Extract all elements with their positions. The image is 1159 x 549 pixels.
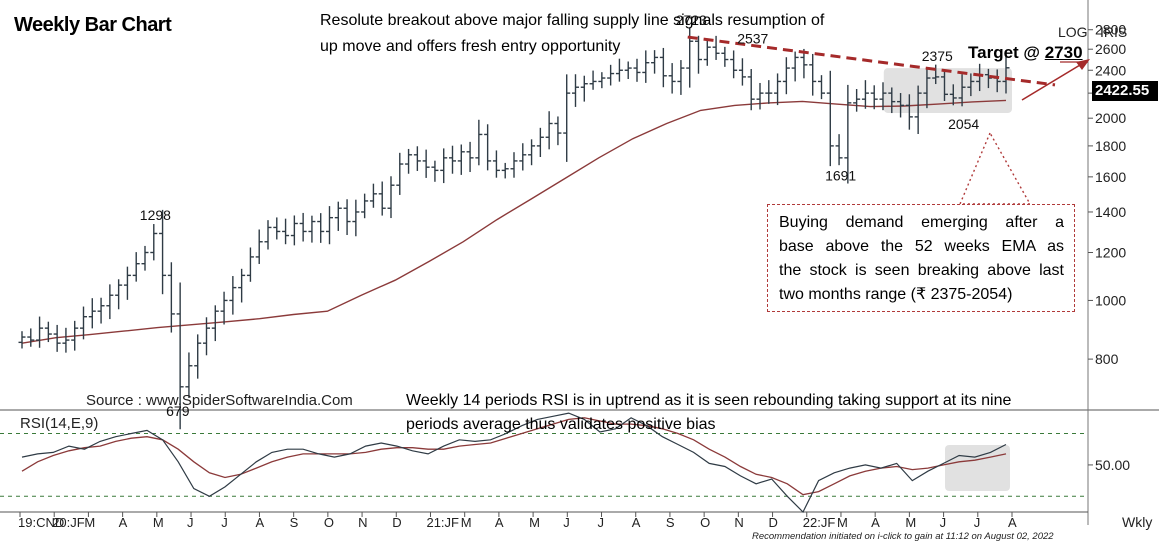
rsi-average-line bbox=[21, 417, 1007, 496]
y-tick-label: 2400 bbox=[1095, 62, 1126, 78]
x-tick-label: A bbox=[1008, 515, 1017, 530]
annotation-line: Buying demand emerging after a bbox=[779, 214, 1064, 231]
x-tick-label: O bbox=[324, 515, 334, 530]
footnote: Recommendation initiated on i-click to g… bbox=[752, 531, 1054, 542]
supply-line bbox=[687, 35, 1056, 87]
price-annotation: 2054 bbox=[948, 116, 979, 132]
target-arrow bbox=[1021, 61, 1086, 101]
x-tick-label: D bbox=[769, 515, 778, 530]
annotation-line: the stock is seen breaking above last bbox=[779, 262, 1064, 279]
y-tick-label: 2800 bbox=[1095, 22, 1126, 38]
y-tick-label: 2000 bbox=[1095, 110, 1126, 126]
x-tick-label: J bbox=[974, 515, 981, 530]
chart-title: Weekly Bar Chart bbox=[14, 14, 172, 36]
price-annotation: 2375 bbox=[922, 48, 953, 64]
x-tick-label: M bbox=[153, 515, 164, 530]
price-axis: 8001000120014001600180020002200240026002… bbox=[1088, 22, 1126, 367]
x-tick-label: A bbox=[495, 515, 504, 530]
headline-line-2: up move and offers fresh entry opportuni… bbox=[320, 38, 621, 55]
price-annotations-layer: 1298 679 2723 2537 1691 2375 2054 bbox=[140, 12, 980, 419]
y-tick-label: 1800 bbox=[1095, 138, 1126, 154]
price-panel-frame bbox=[0, 0, 1159, 525]
scale-mode-label[interactable]: LOG bbox=[1058, 24, 1088, 40]
y-tick-label: 1200 bbox=[1095, 244, 1126, 260]
target-label: Target @ 2730 bbox=[968, 43, 1083, 63]
x-tick-label: M bbox=[529, 515, 540, 530]
last-price-tag: 2422.55 bbox=[1092, 81, 1158, 101]
rsi-line bbox=[21, 412, 1007, 514]
callout-connector bbox=[958, 132, 1032, 205]
x-tick-label: J bbox=[563, 515, 570, 530]
y-tick-label: 1000 bbox=[1095, 292, 1126, 308]
x-tick-label: S bbox=[290, 515, 299, 530]
x-tick-label: 20:JF bbox=[52, 515, 85, 530]
ema-layer bbox=[21, 99, 1007, 344]
y-tick-label: 1400 bbox=[1095, 204, 1126, 220]
x-tick-label: D bbox=[392, 515, 401, 530]
price-bars-layer bbox=[18, 27, 1010, 430]
annotation-box: Buying demand emerging after a base abov… bbox=[767, 204, 1075, 312]
price-annotation: 2537 bbox=[737, 31, 768, 47]
x-tick-label: J bbox=[598, 515, 605, 530]
rsi-panel-frame: 50.00 bbox=[0, 433, 1130, 497]
y-tick-label: 1600 bbox=[1095, 169, 1126, 185]
x-tick-label: N bbox=[358, 515, 367, 530]
x-axis-unit-label: Wkly bbox=[1122, 514, 1153, 530]
rsi-note-line-2: periods average thus validates positive … bbox=[406, 416, 716, 433]
x-tick-label: N bbox=[734, 515, 743, 530]
x-tick-label: M bbox=[837, 515, 848, 530]
headline-line-1: Resolute breakout above major falling su… bbox=[320, 12, 825, 29]
x-tick-label: S bbox=[666, 515, 675, 530]
ema-line bbox=[21, 99, 1007, 344]
x-tick-label: A bbox=[632, 515, 641, 530]
rsi-panel-label: RSI(14,E,9) bbox=[20, 415, 99, 432]
price-annotation: 1298 bbox=[140, 207, 171, 223]
x-tick-label: 21:JF bbox=[426, 515, 459, 530]
x-tick-label: 22:JF bbox=[803, 515, 836, 530]
x-tick-label: J bbox=[940, 515, 947, 530]
price-annotation: 2723 bbox=[676, 12, 707, 28]
annotation-line: base above the 52 weeks EMA as bbox=[779, 238, 1064, 255]
x-tick-label: O bbox=[700, 515, 710, 530]
y-tick-label: 2600 bbox=[1095, 41, 1126, 57]
rsi-layer bbox=[21, 412, 1007, 514]
x-tick-label: A bbox=[871, 515, 880, 530]
x-tick-label: J bbox=[187, 515, 194, 530]
y-tick-label: 800 bbox=[1095, 351, 1119, 367]
annotation-line: two months range (₹ 2375-2054) bbox=[779, 286, 1013, 303]
x-tick-label: M bbox=[905, 515, 916, 530]
target-prefix: Target @ bbox=[968, 43, 1045, 62]
x-tick-label: M bbox=[461, 515, 472, 530]
x-tick-label: M bbox=[84, 515, 95, 530]
supply-line-layer bbox=[687, 35, 1090, 205]
x-tick-label: J bbox=[221, 515, 228, 530]
price-annotation: 1691 bbox=[825, 167, 856, 183]
source-label: Source : www.SpiderSoftwareIndia.Com bbox=[86, 392, 353, 409]
x-tick-label: 19:CND bbox=[18, 515, 64, 530]
rsi-note-line-1: Weekly 14 periods RSI is in uptrend as i… bbox=[406, 392, 1012, 409]
x-tick-label: A bbox=[255, 515, 264, 530]
rsi-shading-box bbox=[945, 445, 1010, 491]
x-tick-label: A bbox=[119, 515, 128, 530]
price-annotation: 679 bbox=[166, 403, 190, 419]
rsi-tick-label: 50.00 bbox=[1095, 457, 1130, 473]
target-value: 2730 bbox=[1044, 43, 1083, 62]
symbol-label: IRIS bbox=[1100, 24, 1128, 40]
